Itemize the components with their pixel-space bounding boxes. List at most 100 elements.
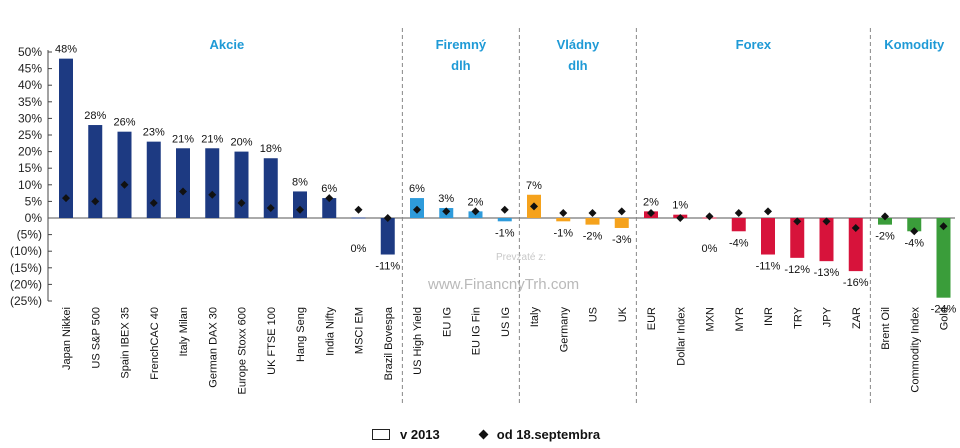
y-tick-label: 40%: [18, 78, 42, 92]
value-label: 1%: [672, 200, 688, 212]
marker-series: [62, 180, 948, 236]
marker: [354, 205, 363, 214]
category-label: US High Yield: [412, 307, 424, 375]
category-label: EU IG: [441, 307, 453, 337]
marker: [676, 214, 685, 222]
marker: [179, 187, 187, 196]
y-tick-label: 50%: [18, 45, 42, 59]
value-label: 21%: [172, 133, 194, 145]
marker: [149, 199, 158, 208]
marker: [822, 217, 831, 226]
value-label: 8%: [292, 176, 308, 188]
category-label: JPY: [822, 306, 834, 327]
bar: [556, 218, 571, 222]
bar: [848, 218, 863, 272]
marker: [734, 209, 743, 218]
y-tick-label: (15%): [10, 261, 42, 275]
bar: [59, 58, 73, 218]
marker: [471, 207, 480, 216]
bar: [88, 125, 103, 218]
value-label: 3%: [438, 193, 454, 205]
group-label: dlh: [568, 58, 588, 73]
marker: [617, 207, 626, 216]
category-label: MYR: [734, 307, 746, 332]
value-label: 18%: [260, 143, 282, 155]
value-label: 20%: [230, 137, 252, 149]
bar: [263, 158, 278, 218]
value-label: 0%: [351, 243, 367, 255]
marker: [266, 204, 275, 213]
value-label: 6%: [409, 183, 425, 195]
bar: [819, 218, 834, 262]
value-label: 2%: [468, 196, 484, 208]
category-label: Dollar Index: [675, 307, 687, 366]
bar: [380, 218, 395, 255]
category-label: TRY: [792, 306, 804, 328]
value-label: -2%: [583, 231, 603, 243]
value-label: 2%: [643, 196, 659, 208]
value-label: 26%: [113, 117, 135, 129]
group-label: Firemný: [436, 37, 487, 52]
category-label: US S&P 500: [90, 307, 102, 369]
group-label: Forex: [736, 37, 772, 52]
bar: [117, 131, 132, 218]
category-label: Japan Nikkei: [61, 307, 73, 370]
marker: [296, 205, 304, 214]
y-tick-label: 25%: [18, 128, 42, 142]
value-label: -2%: [875, 231, 895, 243]
value-label: -12%: [784, 264, 810, 276]
marker: [62, 194, 70, 203]
value-label: -1%: [495, 227, 515, 239]
value-label: 21%: [201, 133, 223, 145]
legend-marker-label: od 18.septembra: [496, 427, 601, 442]
group-labels: Akcie Firemný dlh Vládny dlh Forex Komodity: [210, 37, 945, 73]
category-label: UK: [617, 306, 629, 322]
category-label: India Nifty: [324, 307, 336, 356]
marker: [764, 207, 772, 216]
category-label: FrenchCAC 40: [149, 307, 161, 380]
bar: [585, 218, 600, 225]
y-tick-label: 30%: [18, 111, 42, 125]
value-label: -13%: [814, 267, 840, 279]
value-label: -11%: [375, 261, 400, 273]
category-label: Hang Seng: [295, 307, 307, 362]
category-label: Gold: [939, 307, 951, 330]
diamond-icon: [478, 429, 489, 440]
category-label: EU IG Fin: [471, 307, 483, 355]
y-tick-label: 35%: [18, 95, 42, 109]
value-label: -11%: [756, 261, 781, 273]
category-label: INR: [763, 307, 775, 326]
category-label: Commodity Index: [909, 307, 921, 393]
marker: [413, 205, 421, 214]
legend-bar-label: v 2013: [400, 427, 440, 442]
category-label: Brent Oil: [880, 307, 892, 350]
y-tick-label: (5%): [17, 228, 42, 242]
bar: [614, 218, 629, 228]
category-label: Europe Stoxx 600: [237, 307, 249, 394]
y-tick-label: 20%: [18, 145, 42, 159]
marker: [442, 207, 451, 216]
category-label: Italy Milan: [178, 307, 190, 357]
marker: [383, 214, 392, 222]
value-label: 6%: [321, 183, 337, 195]
value-label: 0%: [702, 243, 718, 255]
category-label: German DAX 30: [207, 307, 219, 388]
bar: [322, 198, 337, 218]
group-label: Vládny: [557, 37, 600, 52]
value-label: -16%: [843, 277, 869, 289]
marker: [647, 209, 655, 218]
marker: [939, 222, 948, 231]
y-axis: 50% 45% 40% 35% 30% 25% 20% 15% 10% 5% 0% (5%) (10%)…: [10, 45, 955, 308]
watermark: www.FinancnyTrh.com: [427, 276, 579, 293]
group-label: Komodity: [884, 37, 945, 52]
marker: [208, 190, 217, 199]
marker: [910, 227, 919, 236]
category-label: ZAR: [851, 307, 863, 329]
group-label: dlh: [451, 58, 471, 73]
marker: [559, 209, 568, 218]
bar: [234, 151, 249, 218]
bar: [293, 191, 307, 218]
bar: [907, 218, 922, 232]
value-label: 48%: [55, 44, 77, 56]
legend-bar-swatch: [372, 429, 390, 440]
